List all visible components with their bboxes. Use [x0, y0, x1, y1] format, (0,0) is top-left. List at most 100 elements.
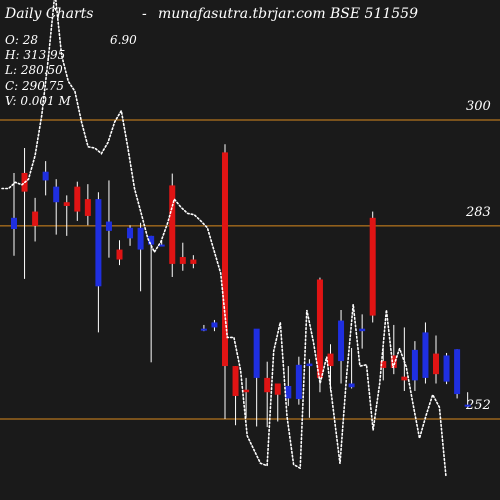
candle [95, 192, 102, 333]
candle-body [127, 227, 134, 239]
candle-body [411, 349, 418, 381]
candle [454, 349, 461, 399]
candle-body [464, 404, 471, 407]
candle [11, 172, 17, 256]
candle-body [359, 328, 366, 332]
candle [411, 341, 418, 391]
candle-body [348, 383, 355, 388]
candle [105, 180, 112, 258]
candle [116, 240, 123, 266]
candle [169, 173, 176, 277]
candle-body [390, 355, 397, 368]
ohlc-close: C: 290.75 [5, 79, 65, 93]
candle-body [137, 227, 144, 250]
candle-body [74, 186, 81, 212]
candle-body [295, 364, 302, 400]
candles [11, 144, 471, 428]
moving-average [1, 0, 447, 478]
candle-body [369, 217, 376, 316]
candle-body [274, 383, 281, 395]
candle-body [158, 244, 165, 247]
candle-body [454, 349, 461, 395]
candle-body [53, 186, 60, 203]
ohlc-open-extra: 6.90 [110, 33, 137, 47]
level-label-252: 252 [465, 398, 491, 413]
candle-body [232, 366, 239, 396]
candle-body [200, 328, 207, 331]
ohlc-low: L: 280.50 [5, 63, 63, 77]
candle-body [169, 185, 176, 264]
ma-line [1, 0, 447, 478]
candle-body [84, 199, 91, 216]
candle-body [42, 171, 49, 181]
chart-header-left: Daily Charts [5, 6, 94, 22]
candle [306, 359, 313, 418]
candle [422, 322, 429, 384]
candle [127, 225, 134, 246]
candle-body [380, 361, 387, 368]
candle [295, 356, 302, 405]
candle [264, 361, 271, 428]
candle [137, 222, 144, 292]
candle-body [253, 328, 260, 378]
candle [316, 277, 323, 393]
chart-header-site: munafasutra.tbrjar.com [158, 6, 326, 22]
candle [253, 328, 260, 427]
candle-body [338, 320, 345, 362]
candle-body [285, 385, 292, 399]
candle-body [443, 355, 450, 382]
ohlc-volume: V: 0.001 M [5, 94, 71, 108]
candle-body [401, 376, 408, 381]
candle [190, 255, 197, 269]
candle-body [116, 249, 123, 260]
candle [222, 144, 228, 419]
candle [32, 197, 39, 242]
candle-body [105, 221, 112, 231]
candle [401, 327, 408, 391]
chart-header-symbol: BSE 511559 [330, 6, 418, 22]
candle-body [211, 322, 218, 328]
candle [348, 347, 355, 389]
candle-body [316, 279, 323, 378]
candle-body [148, 235, 155, 245]
candle [390, 324, 397, 375]
candle [443, 352, 450, 385]
candle [42, 161, 49, 196]
candle-body [32, 211, 39, 226]
candle-body [95, 199, 102, 287]
candle [21, 148, 28, 279]
level-label-283: 283 [465, 205, 491, 220]
candle [232, 366, 239, 426]
candle-body [327, 353, 334, 367]
candle [274, 383, 281, 422]
candle [433, 335, 439, 384]
candle [63, 195, 70, 236]
candle-body [306, 363, 313, 367]
candle [338, 309, 345, 384]
candle-body [422, 332, 429, 378]
candle [380, 347, 387, 381]
candle-body [222, 152, 228, 367]
candle [464, 392, 471, 408]
candle-body [11, 217, 17, 230]
candle [369, 211, 376, 323]
chart-header-dash: - [142, 6, 147, 22]
candle [74, 181, 81, 221]
candle-body [264, 377, 271, 393]
candle [285, 366, 292, 406]
level-label-300: 300 [466, 99, 491, 114]
candle [359, 314, 366, 349]
candle [211, 319, 218, 332]
candle [53, 179, 60, 235]
candle [179, 242, 186, 271]
candle-body [243, 389, 250, 393]
candle-body [190, 259, 197, 264]
candle [200, 324, 207, 332]
level-lines: 300 283 252 [0, 99, 500, 420]
candle-body [63, 202, 70, 206]
candle [148, 235, 155, 363]
ohlc-open: O: 28 [5, 33, 38, 47]
candle-body [179, 257, 186, 264]
candle-body [433, 353, 439, 375]
